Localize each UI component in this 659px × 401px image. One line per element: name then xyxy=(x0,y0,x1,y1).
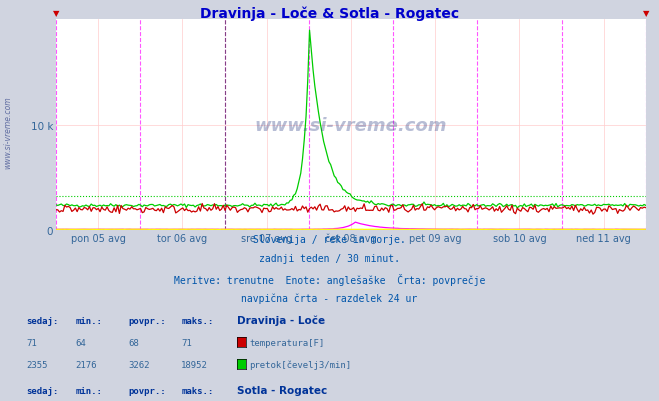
Text: min.:: min.: xyxy=(76,386,103,395)
Text: Slovenija / reke in morje.: Slovenija / reke in morje. xyxy=(253,235,406,245)
Text: ▼: ▼ xyxy=(643,9,649,18)
Text: ▼: ▼ xyxy=(53,9,59,18)
Text: 71: 71 xyxy=(181,338,192,347)
Text: 18952: 18952 xyxy=(181,360,208,369)
Text: Dravinja - Loče & Sotla - Rogatec: Dravinja - Loče & Sotla - Rogatec xyxy=(200,6,459,20)
Text: min.:: min.: xyxy=(76,316,103,325)
Text: www.si-vreme.com: www.si-vreme.com xyxy=(3,96,13,168)
Text: zadnji teden / 30 minut.: zadnji teden / 30 minut. xyxy=(259,254,400,264)
Text: maks.:: maks.: xyxy=(181,316,214,325)
Text: temperatura[F]: temperatura[F] xyxy=(249,338,324,347)
Text: Sotla - Rogatec: Sotla - Rogatec xyxy=(237,385,328,395)
Text: www.si-vreme.com: www.si-vreme.com xyxy=(254,116,447,134)
Text: navpična črta - razdelek 24 ur: navpična črta - razdelek 24 ur xyxy=(241,292,418,303)
Text: 2355: 2355 xyxy=(26,360,48,369)
Text: sedaj:: sedaj: xyxy=(26,316,59,325)
Text: Dravinja - Loče: Dravinja - Loče xyxy=(237,314,326,325)
Text: 64: 64 xyxy=(76,338,86,347)
Text: 3262: 3262 xyxy=(129,360,150,369)
Text: sedaj:: sedaj: xyxy=(26,386,59,395)
Text: povpr.:: povpr.: xyxy=(129,386,166,395)
Text: povpr.:: povpr.: xyxy=(129,316,166,325)
Text: maks.:: maks.: xyxy=(181,386,214,395)
Text: 2176: 2176 xyxy=(76,360,98,369)
Text: Meritve: trenutne  Enote: anglešaške  Črta: povprečje: Meritve: trenutne Enote: anglešaške Črta… xyxy=(174,273,485,285)
Text: 71: 71 xyxy=(26,338,37,347)
Text: pretok[čevelj3/min]: pretok[čevelj3/min] xyxy=(249,359,351,369)
Text: 68: 68 xyxy=(129,338,139,347)
